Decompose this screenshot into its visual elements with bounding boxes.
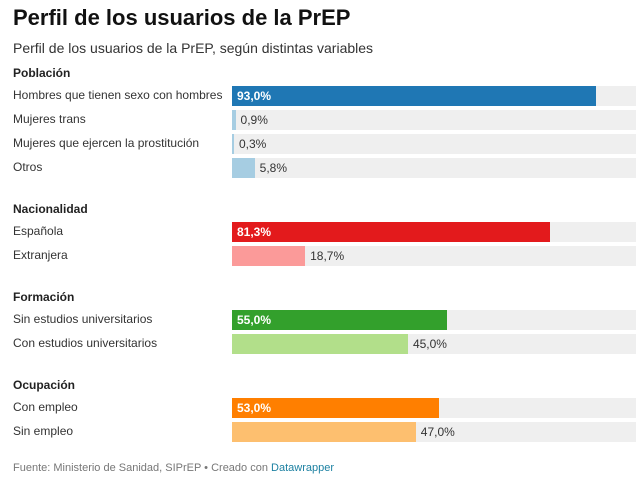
bar [232,334,408,354]
bar-value: 45,0% [412,337,447,351]
bar-track: 0,9% [232,110,636,130]
bar-row: Española 81,3% [0,222,636,242]
bar-value: 53,0% [237,401,272,415]
bar-value: 81,3% [237,225,272,239]
bar-track: 0,3% [232,134,636,154]
bar [232,222,550,242]
bar [232,422,416,442]
bar [232,246,306,266]
chart-title: Perfil de los usuarios de la PrEP [13,5,351,30]
bar-label: Extranjera [13,248,68,262]
bar-label: Sin estudios universitarios [13,312,153,326]
footer: Fuente: Ministerio de Sanidad, SIPrEP • … [13,462,334,474]
bar-track: 45,0% [232,334,636,354]
bar-label: Con estudios universitarios [13,336,158,350]
bar-row: Extranjera 18,7% [0,246,636,266]
group-label: Formación [13,290,75,304]
bar [232,158,255,178]
bar-value: 0,9% [240,113,268,127]
bar-label: Mujeres que ejercen la prostitución [13,136,200,150]
bar-track: 93,0% [232,86,636,106]
bar-label: Hombres que tienen sexo con hombres [13,88,223,102]
bar-label: Española [13,224,64,238]
bar [232,110,236,130]
bar-row: Con empleo 53,0% [0,398,636,418]
bar-value: 55,0% [237,313,272,327]
bar-value: 0,3% [239,137,267,151]
bar-row: Mujeres que ejercen la prostitución 0,3% [0,134,636,154]
bar-value: 5,8% [259,161,288,175]
bar-row: Mujeres trans 0,9% [0,110,636,130]
bar-value: 18,7% [310,249,345,263]
bar [232,134,234,154]
bar-label: Mujeres trans [13,112,86,126]
bar-label: Otros [13,160,43,174]
bar [232,398,440,418]
group-label: Ocupación [13,378,76,392]
datawrapper-link[interactable]: Datawrapper [271,462,334,474]
bar-row: Sin estudios universitarios 55,0% [0,310,636,330]
bar [232,86,596,106]
chart-subtitle: Perfil de los usuarios de la PrEP, según… [13,40,374,56]
bar-track: 5,8% [232,158,636,178]
bar-row: Hombres que tienen sexo con hombres 93,0% [0,86,636,106]
bar-track: 18,7% [232,246,636,266]
group-label: Población [13,66,71,80]
bar-track: 53,0% [232,398,636,418]
group-label: Nacionalidad [13,202,88,216]
bar-row: Sin empleo 47,0% [0,422,636,442]
source-text: Fuente: Ministerio de Sanidad, SIPrEP • … [13,462,272,474]
bar-label: Con empleo [13,400,78,414]
bar-track: 47,0% [232,422,636,442]
bar-row: Otros 5,8% [0,158,636,178]
bar-value: 47,0% [420,425,455,439]
bar [232,310,448,330]
bar-label: Sin empleo [13,424,74,438]
bar-row: Con estudios universitarios 45,0% [0,334,636,354]
bar-track: 81,3% [232,222,636,242]
bar-track: 55,0% [232,310,636,330]
bar-value: 93,0% [237,89,272,103]
